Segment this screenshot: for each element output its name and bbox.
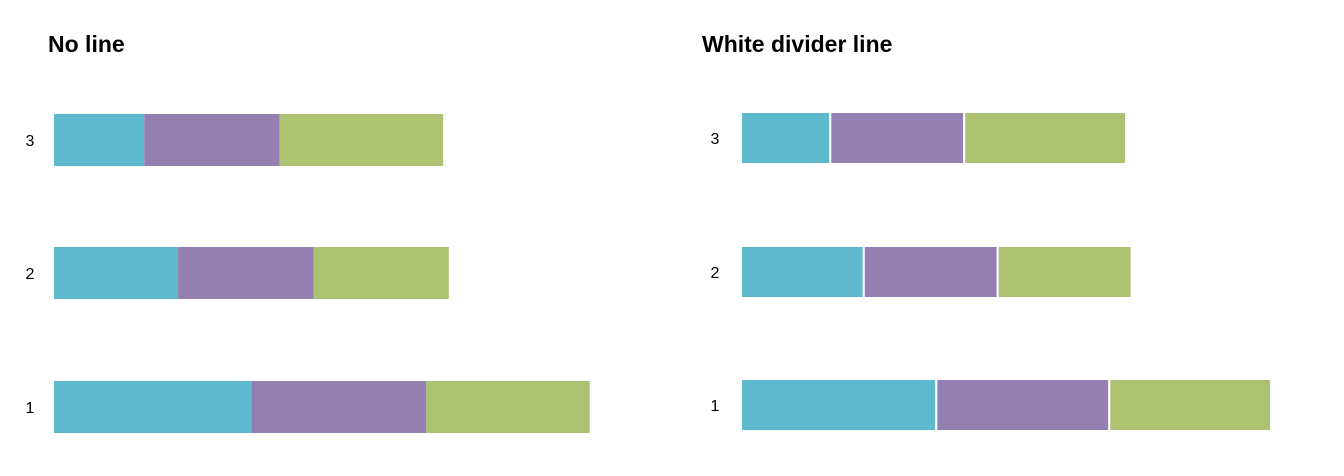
bar-segment-row-1-series-2 xyxy=(935,378,1111,432)
bar-segment-row-1-series-3 xyxy=(1108,378,1273,432)
y-axis-ticks: 1 2 3 xyxy=(711,131,720,415)
y-axis-ticks: 1 2 3 xyxy=(26,133,35,417)
bar-segment-row-3-series-1 xyxy=(740,111,832,165)
bar-segments xyxy=(54,114,590,433)
bar-segment-row-1-series-3 xyxy=(426,381,590,433)
bar-segment-row-3-series-3 xyxy=(279,114,444,166)
chart-panel-no-line: No line 1 2 3 xyxy=(26,31,590,433)
y-tick-label: 3 xyxy=(26,133,35,150)
y-tick-label: 2 xyxy=(711,265,720,282)
bar-segment-row-1-series-1 xyxy=(740,378,938,432)
chart-title-white-divider-line: White divider line xyxy=(702,31,892,57)
y-tick-label: 1 xyxy=(711,398,720,415)
bar-segment-row-2-series-1 xyxy=(740,245,865,299)
bar-segment-row-3-series-2 xyxy=(829,111,966,165)
chart-title-no-line: No line xyxy=(48,31,125,57)
bar-segment-row-2-series-1 xyxy=(54,247,179,299)
bar-segments xyxy=(740,111,1273,432)
y-tick-label: 1 xyxy=(26,400,35,417)
bar-segment-row-3-series-3 xyxy=(963,111,1128,165)
bar-segment-row-2-series-3 xyxy=(996,245,1133,299)
bar-segment-row-2-series-3 xyxy=(313,247,449,299)
y-tick-label: 2 xyxy=(26,266,35,283)
bar-segment-row-2-series-2 xyxy=(178,247,314,299)
bar-segment-row-1-series-1 xyxy=(54,381,252,433)
bar-segment-row-2-series-2 xyxy=(862,245,999,299)
bar-segment-row-1-series-2 xyxy=(251,381,427,433)
bar-segment-row-3-series-1 xyxy=(54,114,145,166)
chart-panel-white-divider-line: White divider line 1 2 3 xyxy=(702,31,1273,432)
y-tick-label: 3 xyxy=(711,131,720,148)
bar-segment-row-3-series-2 xyxy=(144,114,280,166)
